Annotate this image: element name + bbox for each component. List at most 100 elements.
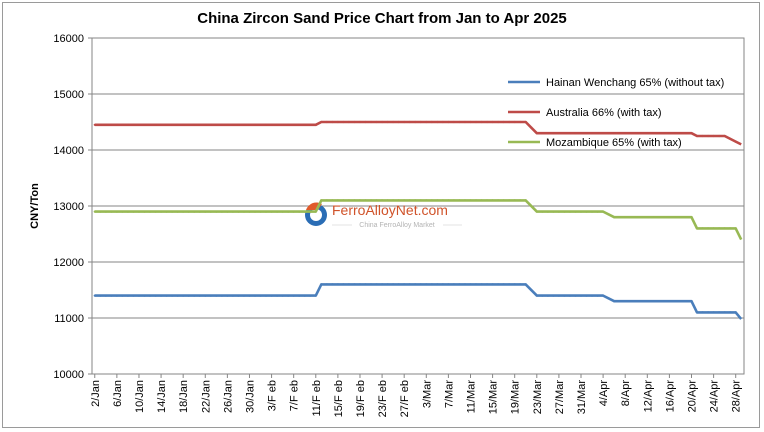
data-point: [695, 311, 699, 314]
data-point: [99, 294, 102, 297]
data-point: [99, 123, 102, 126]
data-point: [392, 120, 395, 124]
data-point: [469, 199, 472, 202]
data-point: [458, 283, 461, 286]
data-point: [126, 210, 130, 213]
data-point: [463, 199, 467, 202]
x-tick-label: 10/Jan: [134, 380, 146, 413]
data-point: [624, 132, 627, 135]
data-point: [309, 123, 312, 126]
data-point: [397, 120, 400, 124]
data-point: [646, 216, 649, 219]
data-point: [519, 283, 522, 286]
data-point: [734, 227, 737, 230]
data-point: [303, 294, 306, 297]
data-point: [132, 294, 135, 297]
data-point: [408, 199, 411, 202]
data-point: [419, 120, 422, 124]
data-point: [403, 283, 406, 286]
data-point: [342, 283, 345, 286]
axes: 10000 11000 12000 13000 14000 15000 16000 2/Jan…: [53, 33, 742, 417]
data-point: [397, 283, 400, 286]
data-point: [270, 123, 273, 126]
data-point: [563, 294, 566, 297]
y-tick-label: 13000: [53, 201, 84, 213]
data-point: [508, 199, 511, 202]
data-point: [159, 123, 163, 126]
data-point: [463, 283, 467, 286]
data-point: [579, 294, 583, 297]
data-point: [264, 294, 268, 297]
data-point: [640, 216, 643, 219]
data-point: [557, 132, 560, 135]
data-point: [557, 294, 560, 297]
data-point: [204, 294, 207, 297]
data-point: [519, 199, 522, 202]
data-point: [469, 283, 472, 286]
data-point: [530, 126, 533, 129]
data-point: [93, 123, 96, 126]
data-point: [635, 216, 638, 219]
data-point: [148, 294, 152, 297]
data-point: [679, 132, 682, 135]
data-point: [93, 210, 96, 213]
data-point: [657, 300, 660, 303]
x-tick-label: 4/Apr: [598, 380, 610, 407]
data-point: [259, 210, 262, 213]
data-point: [574, 210, 577, 213]
data-point: [347, 120, 351, 124]
data-point: [430, 283, 433, 286]
data-point: [126, 294, 130, 297]
data-point: [469, 120, 472, 124]
data-point: [463, 120, 467, 124]
data-point: [159, 294, 163, 297]
x-tick-label: 30/Jan: [244, 380, 256, 413]
data-point: [541, 294, 544, 297]
data-point: [447, 199, 450, 202]
data-point: [602, 294, 605, 297]
data-point: [491, 199, 494, 202]
data-point: [684, 216, 688, 219]
data-point: [231, 294, 234, 297]
data-point: [204, 123, 207, 126]
data-point: [535, 132, 538, 135]
data-point: [602, 132, 605, 135]
data-point: [568, 210, 572, 213]
data-point: [104, 123, 107, 126]
data-point: [485, 283, 489, 286]
data-point: [734, 140, 737, 143]
data-point: [347, 283, 351, 286]
data-point: [546, 132, 549, 135]
data-point: [436, 199, 439, 202]
x-tick-label: 20/Apr: [687, 380, 699, 413]
data-point: [502, 120, 505, 124]
x-tick-label: 11/Mar: [465, 380, 477, 414]
data-point: [287, 294, 290, 297]
data-point: [165, 210, 168, 213]
data-point: [353, 120, 356, 124]
data-point: [110, 294, 113, 297]
x-tick-label: 14/Jan: [156, 380, 168, 413]
data-point: [342, 120, 345, 124]
data-point: [585, 294, 588, 297]
data-point: [712, 134, 715, 138]
data-point: [204, 210, 207, 213]
data-point: [276, 294, 279, 297]
data-point: [121, 210, 124, 213]
series-line-0: [94, 283, 743, 320]
data-point: [508, 283, 511, 286]
data-point: [613, 216, 616, 219]
x-tick-label: 2/Jan: [90, 380, 102, 407]
y-tick-label: 10000: [53, 369, 84, 381]
data-point: [187, 294, 190, 297]
x-tick-label: 23/F eb: [377, 380, 389, 417]
data-point: [386, 199, 389, 202]
data-point: [574, 132, 577, 135]
data-point: [690, 216, 693, 219]
data-point: [508, 120, 511, 124]
data-point: [242, 210, 246, 213]
y-tick-label: 15000: [53, 89, 84, 101]
data-point: [590, 132, 594, 135]
data-point: [331, 120, 334, 124]
